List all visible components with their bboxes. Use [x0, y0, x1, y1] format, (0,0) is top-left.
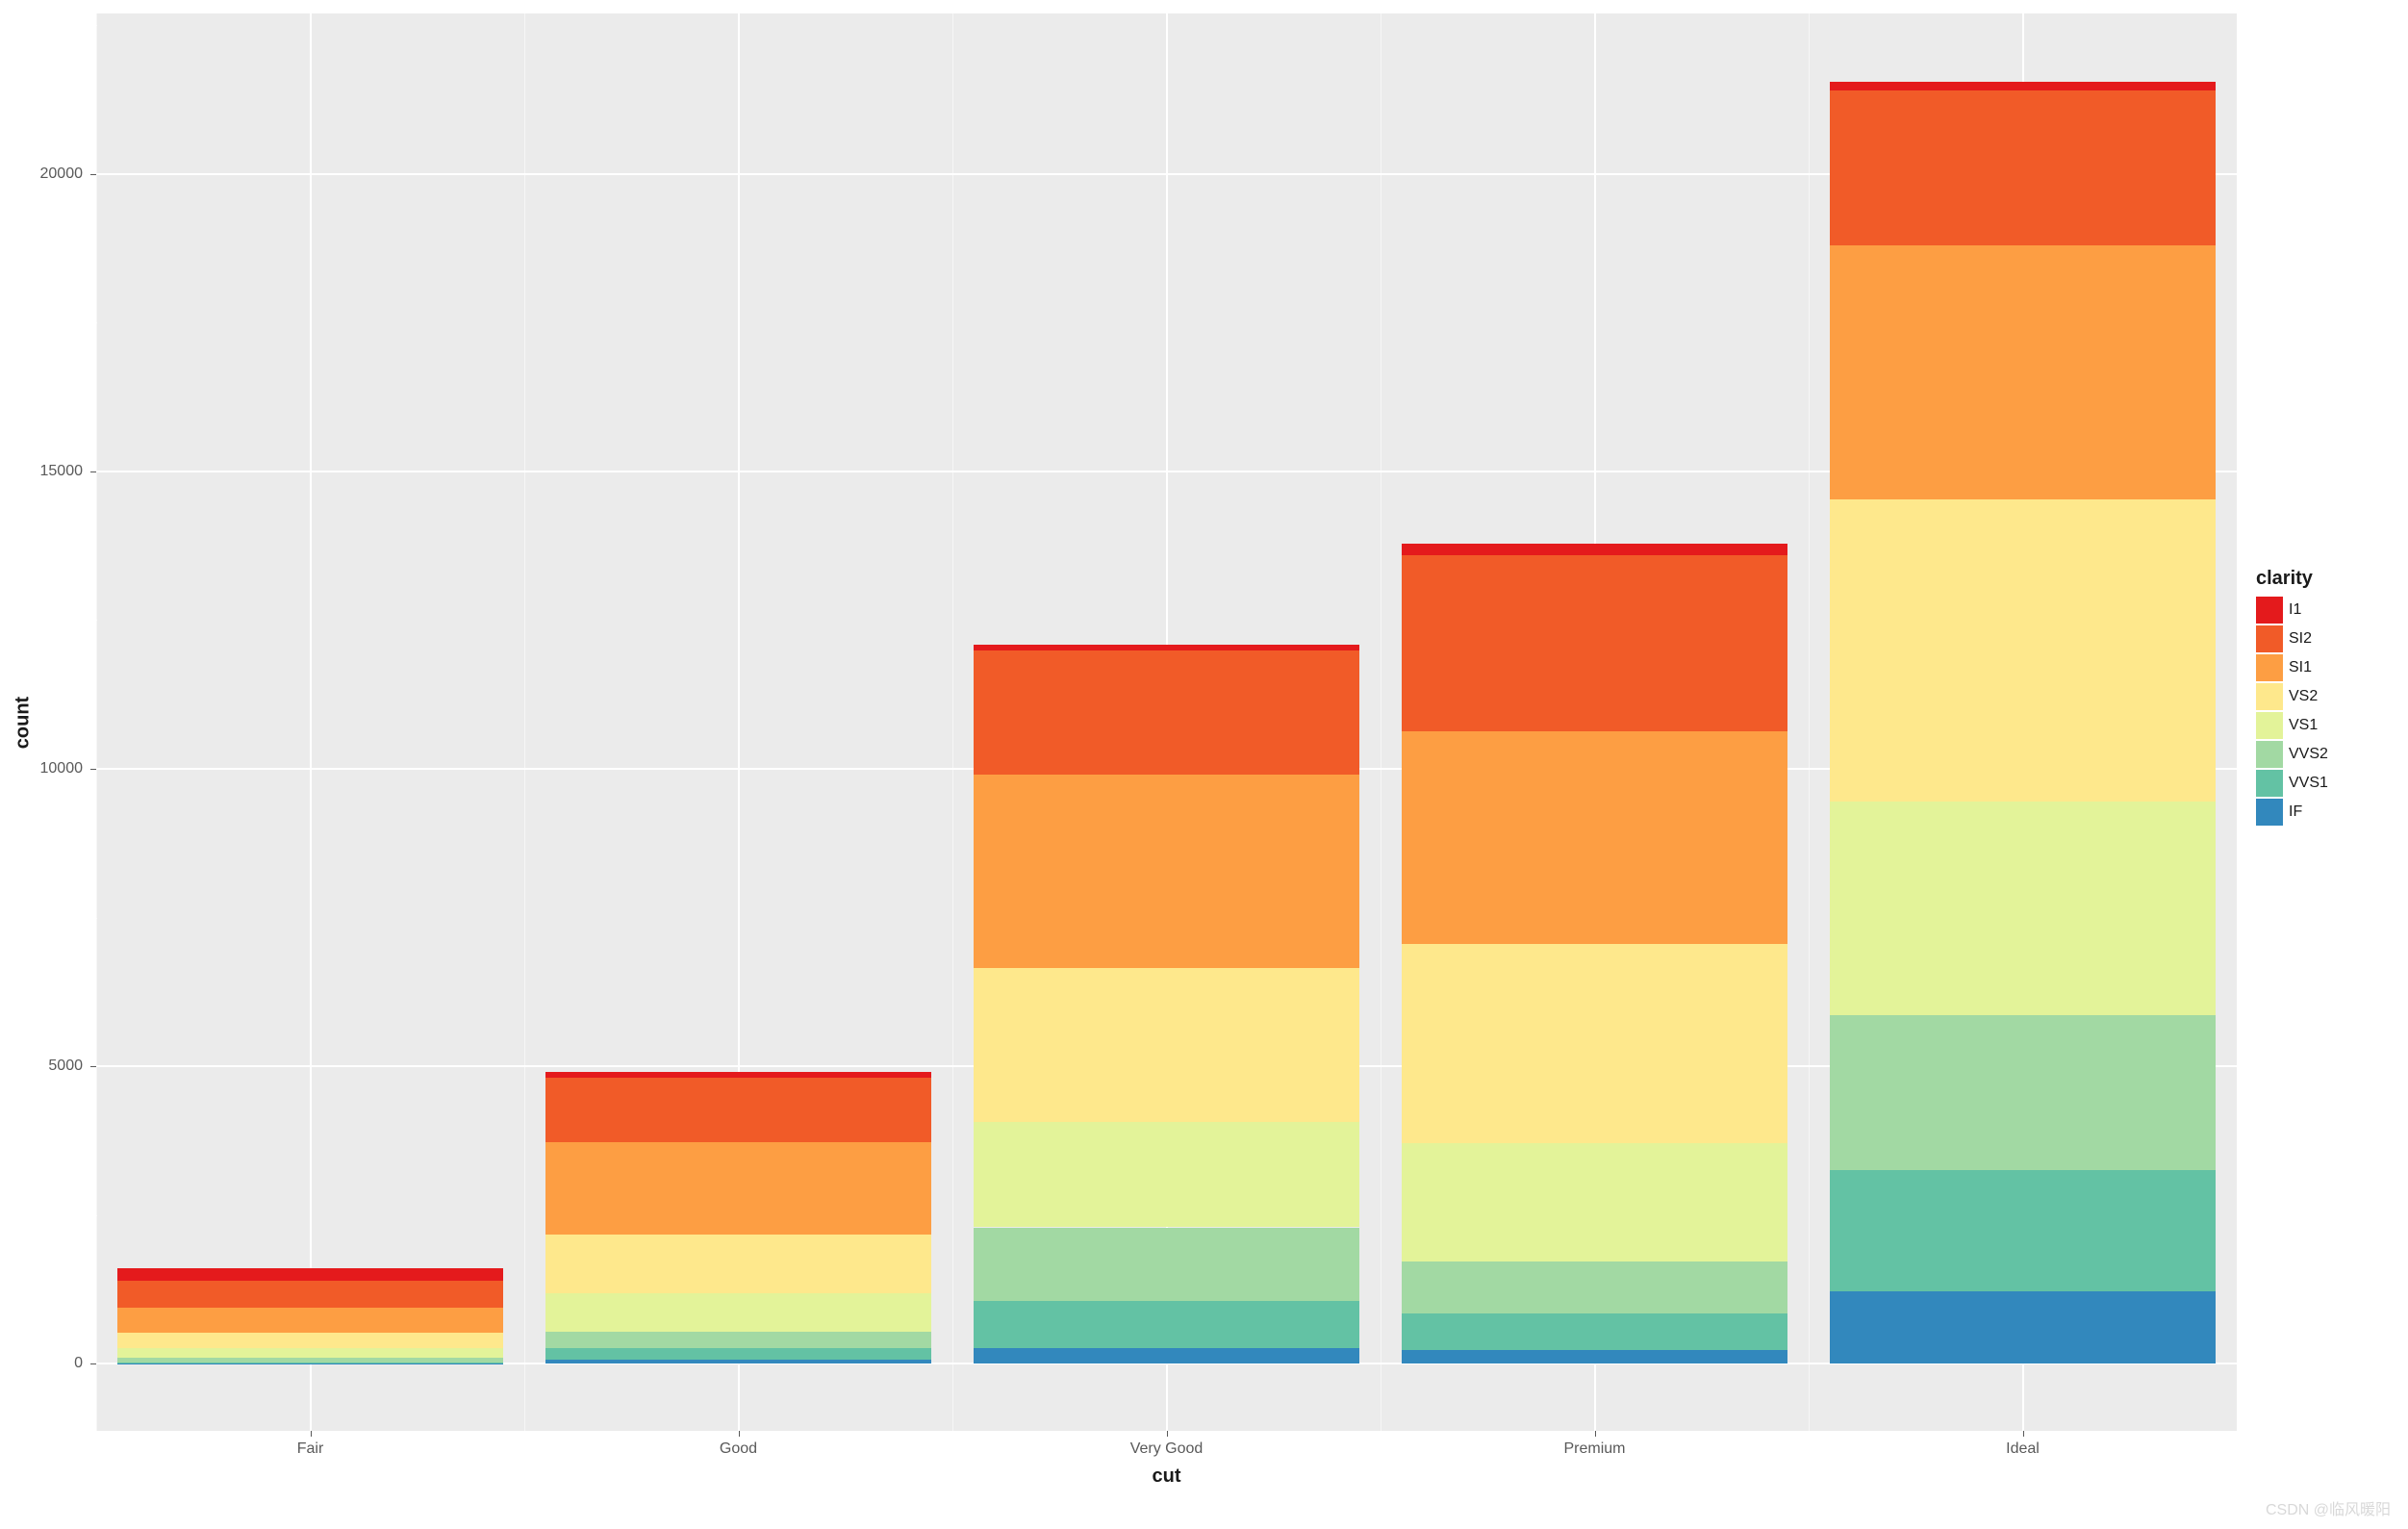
bar-segment-if [1402, 1350, 1787, 1363]
x-axis-title: cut [1153, 1465, 1181, 1488]
legend-swatch [2256, 654, 2283, 681]
x-tick-label: Ideal [2006, 1440, 2040, 1458]
bar-segment-vs2 [1830, 499, 2216, 801]
bar-segment-i1 [117, 1268, 503, 1281]
legend-item-si1: SI1 [2256, 653, 2328, 682]
bar-segment-i1 [1402, 544, 1787, 556]
y-tick-mark [90, 471, 96, 472]
bar-segment-vs1 [1402, 1143, 1787, 1261]
bar-segment-if [117, 1363, 503, 1364]
legend-label: VS1 [2289, 718, 2318, 733]
bar-segment-si2 [974, 650, 1359, 776]
legend-item-vs2: VS2 [2256, 682, 2328, 711]
bar-segment-i1 [1830, 82, 2216, 90]
y-tick-label: 10000 [0, 760, 83, 777]
legend-swatch [2256, 712, 2283, 739]
legend-item-si2: SI2 [2256, 624, 2328, 653]
x-tick-mark [739, 1431, 740, 1437]
bar-segment-if [545, 1360, 931, 1363]
legend-item-vvs1: VVS1 [2256, 769, 2328, 798]
bar-segment-vvs2 [545, 1332, 931, 1349]
bar-segment-si1 [117, 1308, 503, 1332]
legend-label: SI1 [2289, 660, 2312, 675]
bar-segment-vs2 [117, 1333, 503, 1348]
legend-swatch [2256, 770, 2283, 797]
bar-segment-vvs1 [1830, 1170, 2216, 1292]
legend-label: SI2 [2289, 631, 2312, 647]
gridline-minor [2237, 13, 2238, 1431]
legend-item-vs1: VS1 [2256, 711, 2328, 740]
bar-segment-vs1 [1830, 802, 2216, 1015]
x-tick-label: Very Good [1130, 1440, 1204, 1458]
x-tick-label: Good [720, 1440, 757, 1458]
bar-segment-si1 [1402, 731, 1787, 944]
legend-label: VVS1 [2289, 776, 2328, 791]
bar-segment-si2 [545, 1078, 931, 1142]
x-tick-mark [1595, 1431, 1596, 1437]
x-tick-label: Fair [297, 1440, 324, 1458]
watermark-text: CSDN @临风暖阳 [2266, 1496, 2391, 1519]
bars-layer [96, 13, 2237, 1431]
legend-label: VS2 [2289, 689, 2318, 704]
bar-segment-vs1 [974, 1122, 1359, 1228]
bar-segment-vvs2 [117, 1358, 503, 1362]
bar-segment-si2 [1830, 90, 2216, 245]
bar-segment-vvs2 [1402, 1261, 1787, 1313]
legend-swatch [2256, 597, 2283, 624]
bar-segment-si1 [1830, 245, 2216, 500]
y-tick-label: 5000 [0, 1058, 83, 1075]
bar-segment-vvs2 [1830, 1015, 2216, 1170]
legend-swatch [2256, 683, 2283, 710]
bar-segment-if [974, 1348, 1359, 1364]
bar-segment-vvs1 [545, 1348, 931, 1359]
bar-segment-vs2 [545, 1235, 931, 1292]
legend-label: I1 [2289, 602, 2301, 618]
legend-item-i1: I1 [2256, 596, 2328, 624]
legend-item-vvs2: VVS2 [2256, 740, 2328, 769]
bar-segment-vs1 [545, 1293, 931, 1332]
legend-title: clarity [2256, 568, 2328, 590]
legend-item-if: IF [2256, 798, 2328, 827]
y-tick-mark [90, 174, 96, 175]
y-tick-mark [90, 769, 96, 770]
bar-segment-vs2 [974, 968, 1359, 1122]
bar-segment-si2 [117, 1281, 503, 1309]
bar-segment-i1 [974, 645, 1359, 650]
bar-segment-vs1 [117, 1348, 503, 1359]
legend-label: IF [2289, 804, 2302, 820]
bar-segment-if [1830, 1291, 2216, 1363]
legend-swatch [2256, 625, 2283, 652]
bar-segment-si1 [974, 775, 1359, 967]
y-axis-title: count [13, 696, 35, 748]
bar-segment-si1 [545, 1142, 931, 1235]
y-tick-label: 15000 [0, 463, 83, 480]
bar-segment-vvs1 [1402, 1313, 1787, 1350]
legend: clarity I1 SI2 SI1 VS2 VS1 VVS2 VVS1 IF [2256, 568, 2328, 827]
y-tick-label: 0 [0, 1355, 83, 1372]
bar-segment-vs2 [1402, 944, 1787, 1144]
legend-swatch [2256, 799, 2283, 826]
x-tick-mark [311, 1431, 312, 1437]
plot-panel [96, 13, 2237, 1431]
y-tick-mark [90, 1363, 96, 1364]
legend-swatch [2256, 741, 2283, 768]
bar-segment-i1 [545, 1072, 931, 1078]
y-tick-label: 20000 [0, 166, 83, 183]
bar-segment-vvs1 [974, 1301, 1359, 1348]
figure: count cut 0 5000 10000 15000 20000 Fair Good V… [0, 0, 2408, 1529]
x-tick-mark [1167, 1431, 1168, 1437]
y-tick-mark [90, 1066, 96, 1067]
x-tick-mark [2023, 1431, 2024, 1437]
x-tick-label: Premium [1563, 1440, 1625, 1458]
bar-segment-vvs2 [974, 1228, 1359, 1301]
bar-segment-si2 [1402, 555, 1787, 730]
legend-label: VVS2 [2289, 747, 2328, 762]
